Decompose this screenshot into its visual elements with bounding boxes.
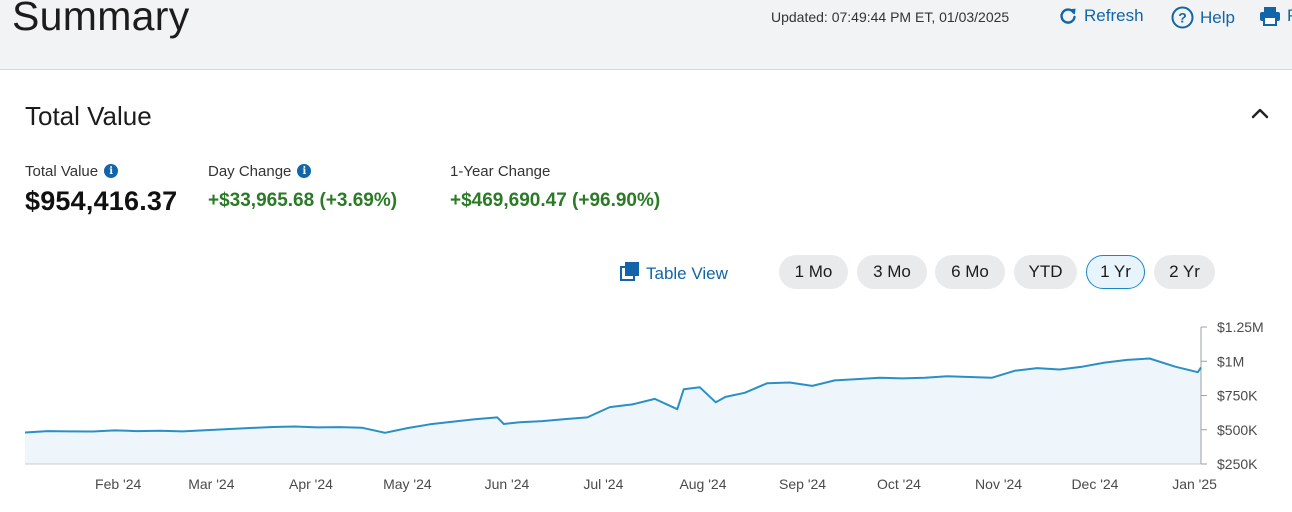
year-change-stat: 1-Year Change +$469,690.47 (+96.90%) [450, 162, 660, 212]
x-tick-label: Apr '24 [289, 476, 333, 492]
range-2yr-button[interactable]: 2 Yr [1154, 255, 1215, 289]
table-view-icon [620, 261, 640, 286]
refresh-icon [1058, 6, 1078, 26]
refresh-label: Refresh [1084, 6, 1144, 25]
range-6mo-button[interactable]: 6 Mo [935, 255, 1005, 289]
help-button[interactable]: ? Help [1171, 6, 1235, 29]
day-change-stat: Day Change i +$33,965.68 (+3.69%) [208, 162, 397, 212]
series-area [25, 358, 1201, 464]
x-tick-label: Nov '24 [975, 476, 1022, 492]
updated-timestamp: Updated: 07:49:44 PM ET, 01/03/2025 [771, 9, 1010, 25]
printer-icon [1259, 6, 1281, 26]
top-bar: Summary Updated: 07:49:44 PM ET, 01/03/2… [0, 0, 1292, 70]
x-tick-label: Mar '24 [188, 476, 234, 492]
x-tick-label: Aug '24 [679, 476, 726, 492]
day-change-label: Day Change [208, 162, 292, 180]
x-tick-label: Jan '25 [1172, 476, 1217, 492]
x-tick-label: Jun '24 [485, 476, 530, 492]
x-tick-label: Jul '24 [583, 476, 623, 492]
x-tick-label: May '24 [383, 476, 432, 492]
x-tick-label: Dec '24 [1071, 476, 1118, 492]
series-line [24, 357, 1202, 434]
y-tick-label: $500K [1217, 422, 1258, 438]
print-label: P [1287, 6, 1292, 26]
y-tick-label: $750K [1217, 388, 1258, 404]
day-change-amount: +$33,965.68 (+3.69%) [208, 190, 398, 211]
chevron-up-icon[interactable] [1250, 104, 1270, 124]
help-label: Help [1200, 7, 1235, 27]
y-tick-label: $250K [1217, 456, 1258, 472]
total-value-stat: Total Value i $954,416.37 [25, 162, 177, 217]
help-circle-icon: ? [1171, 6, 1194, 29]
day-change-label-row: Day Change i [208, 162, 397, 180]
refresh-button[interactable]: Refresh [1058, 6, 1144, 26]
x-tick-label: Oct '24 [877, 476, 921, 492]
svg-text:?: ? [1178, 10, 1187, 26]
page-title: Summary [12, 0, 190, 39]
year-change-amount: +$469,690.47 (+96.90%) [450, 190, 661, 211]
y-tick-label: $1.25M [1217, 319, 1264, 335]
total-value-amount: $954,416.37 [25, 186, 178, 216]
total-value-label: Total Value [25, 162, 99, 180]
range-3mo-button[interactable]: 3 Mo [857, 255, 927, 289]
table-view-label: Table View [646, 263, 728, 283]
x-tick-label: Feb '24 [95, 476, 141, 492]
year-change-label: 1-Year Change [450, 162, 551, 180]
section-title: Total Value [25, 101, 152, 131]
range-ytd-button[interactable]: YTD [1014, 255, 1077, 289]
range-1yr-button[interactable]: 1 Yr [1086, 255, 1145, 289]
range-1mo-button[interactable]: 1 Mo [779, 255, 848, 289]
x-tick-label: Sep '24 [779, 476, 826, 492]
print-button[interactable]: P [1259, 6, 1292, 26]
table-view-button[interactable]: Table View [620, 261, 728, 286]
y-tick-label: $1M [1217, 353, 1244, 369]
info-icon[interactable]: i [104, 164, 119, 178]
year-change-label-row: 1-Year Change [450, 162, 660, 180]
total-value-label-row: Total Value i [25, 162, 177, 180]
value-chart: $250K $500K $750K $1M $1.25M Feb '24 Mar '24 Ap… [24, 319, 1264, 492]
info-icon[interactable]: i [297, 164, 312, 178]
